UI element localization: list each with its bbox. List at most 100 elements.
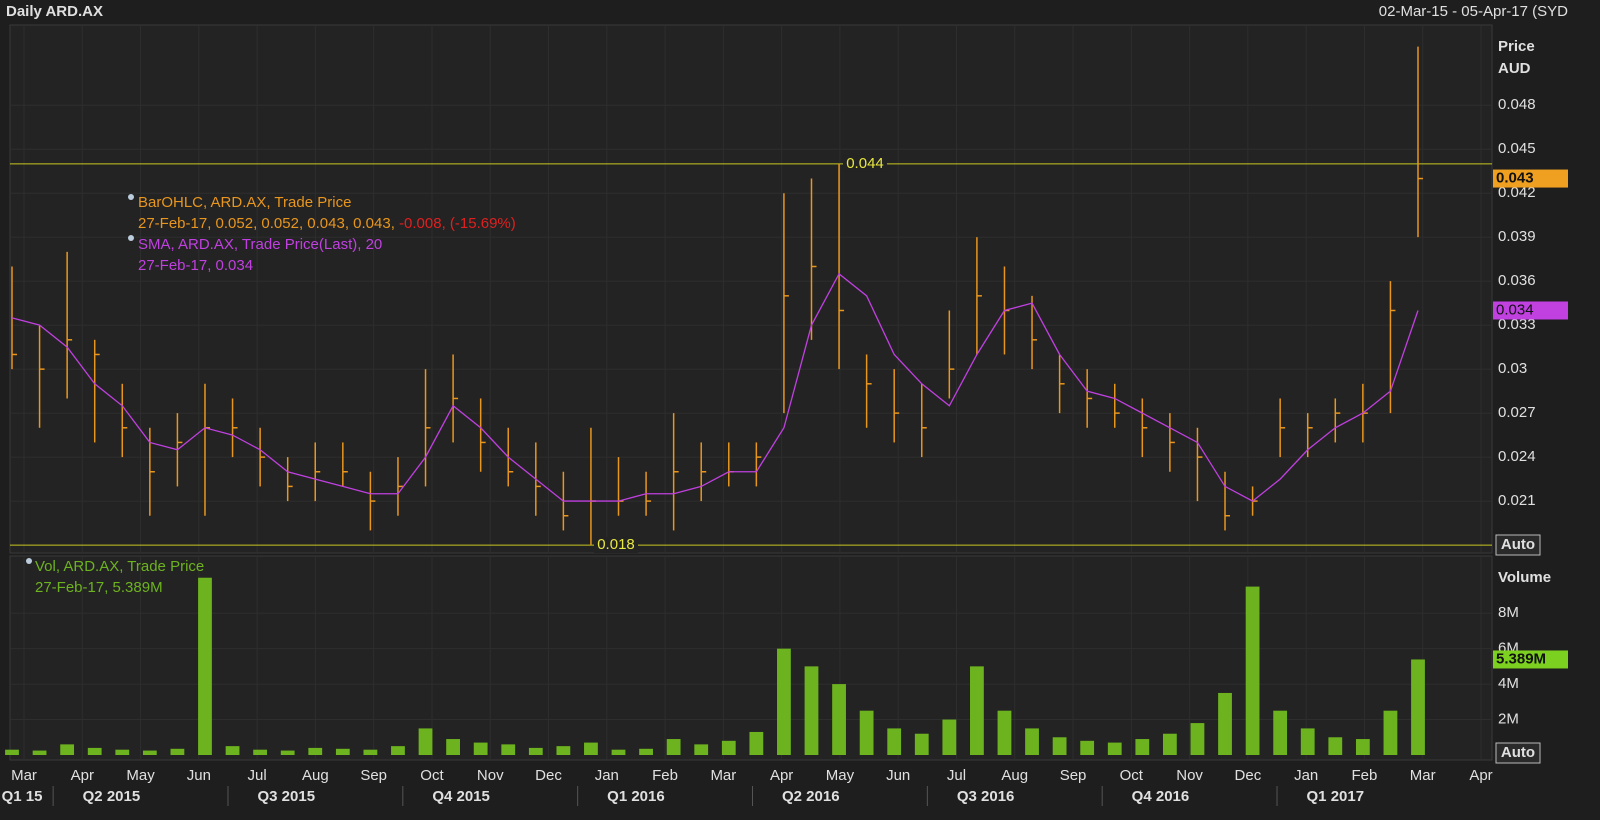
volume-bar: [887, 728, 902, 755]
x-tick-label: Feb: [652, 767, 678, 784]
y-tick-label: 0.042: [1498, 184, 1536, 201]
volume-bar: [391, 746, 405, 755]
ohlc-change: -0.008, (-15.69%): [399, 215, 516, 232]
button-frame[interactable]: [1495, 534, 1541, 556]
volume-bar: [253, 749, 268, 755]
quarter-label: Q2 2016: [782, 788, 840, 805]
volume-bar: [914, 733, 929, 755]
y-tick-label: 8M: [1498, 604, 1519, 621]
last-volume: 5.389M: [1496, 650, 1546, 667]
x-tick-label: Jan: [1294, 767, 1318, 784]
volume-bar: [611, 749, 626, 755]
legend-values: 27-Feb-17, 0.052, 0.052, 0.043, 0.043, -…: [138, 215, 516, 232]
volume-bar: [694, 744, 709, 755]
quarter-label: Q4 2015: [432, 788, 490, 805]
last-sma: 0.034: [1496, 301, 1534, 318]
volume-bar: [32, 750, 47, 755]
volume-bar: [970, 666, 984, 755]
x-tick-label: Jan: [595, 767, 619, 784]
volume-bar: [666, 739, 681, 755]
volume-bar: [5, 749, 19, 755]
volume-bar: [1355, 739, 1370, 755]
volume-bar: [280, 750, 295, 755]
volume-bar: [1383, 710, 1398, 755]
volume-panel: [9, 555, 1493, 761]
x-tick-label: Jul: [947, 767, 966, 784]
x-tick-label: Nov: [1176, 767, 1203, 784]
volume-bar: [1080, 740, 1095, 755]
x-tick-label: Jun: [886, 767, 910, 784]
button-label[interactable]: Auto: [1501, 744, 1535, 761]
x-tick-label: Aug: [302, 767, 329, 784]
legend-label: SMA, ARD.AX, Trade Price(Last), 20: [138, 236, 382, 253]
volume-bar: [60, 744, 75, 755]
volume-bar: [1328, 737, 1343, 755]
quarter-label: Q3 2015: [257, 788, 315, 805]
volume-bar: [225, 746, 240, 755]
y-tick-label: 4M: [1498, 675, 1519, 692]
volume-bar: [1052, 737, 1067, 755]
legend-icon[interactable]: [128, 194, 134, 200]
sma-line: [11, 272, 1419, 502]
last-price: 0.043: [1496, 170, 1534, 187]
volume-bar: [749, 731, 764, 755]
y-tick-label: 0.024: [1498, 448, 1536, 465]
volume-bar: [1245, 586, 1260, 755]
x-tick-label: Mar: [710, 767, 736, 784]
y-tick-label: 0.033: [1498, 316, 1536, 333]
volume-bar: [1411, 659, 1425, 755]
volume-bar: [418, 728, 433, 755]
x-tick-label: Sep: [360, 767, 387, 784]
legend-icon[interactable]: [26, 558, 32, 564]
volume-bar: [198, 577, 212, 755]
button-frame[interactable]: [1495, 742, 1541, 764]
legend-label: Vol, ARD.AX, Trade Price: [35, 558, 204, 575]
line-label-bg: [594, 537, 638, 554]
auto-button[interactable]: Auto: [1495, 742, 1541, 764]
quarter-label: Q1 15: [2, 788, 43, 805]
volume-bar: [1300, 728, 1315, 755]
x-tick-label: Apr: [770, 767, 793, 784]
volume-bar: [1162, 733, 1177, 755]
y-tick-label: 2M: [1498, 711, 1519, 728]
x-tick-label: Apr: [1469, 767, 1492, 784]
legend-icon[interactable]: [128, 235, 134, 241]
auto-button[interactable]: Auto: [1495, 534, 1541, 556]
x-tick-label: Jul: [248, 767, 267, 784]
volume-bar: [1218, 692, 1232, 755]
volume-bar: [556, 746, 571, 755]
price-panel: [9, 24, 1493, 554]
volume-bar: [1190, 723, 1205, 755]
y-tick-label: 0.048: [1498, 96, 1536, 113]
y-tick-label: 0.039: [1498, 228, 1536, 245]
x-tick-label: Aug: [1001, 767, 1028, 784]
y-tick-label: 0.03: [1498, 360, 1527, 377]
x-tick-label: Dec: [1235, 767, 1262, 784]
x-tick-label: May: [826, 767, 855, 784]
x-tick-label: Dec: [535, 767, 562, 784]
volume-bar: [859, 710, 874, 755]
axis-unit: AUD: [1498, 60, 1531, 77]
volume-bar: [528, 747, 543, 755]
volume-bar: [777, 648, 791, 755]
volume-bar: [721, 740, 736, 755]
line-label-bg: [843, 155, 887, 172]
volume-bar: [142, 750, 157, 755]
quarter-label: Q3 2016: [957, 788, 1015, 805]
date-range: 02-Mar-15 - 05-Apr-17 (SYD: [1379, 3, 1568, 20]
volume-bar: [1107, 742, 1122, 755]
quarter-label: Q2 2015: [83, 788, 141, 805]
button-label[interactable]: Auto: [1501, 536, 1535, 553]
volume-bar: [832, 684, 846, 755]
volume-bar: [1025, 728, 1039, 755]
x-tick-label: Oct: [420, 767, 444, 784]
legend: BarOHLC, ARD.AX, Trade Price 27-Feb-17, …: [26, 194, 516, 596]
volume-bar: [115, 749, 130, 755]
volume-bar: [1273, 710, 1288, 755]
x-tick-label: Mar: [11, 767, 37, 784]
legend-label: BarOHLC, ARD.AX, Trade Price: [138, 194, 351, 211]
x-tick-label: Jun: [187, 767, 211, 784]
last-sma-box: [1493, 301, 1568, 320]
x-tick-label: Feb: [1352, 767, 1378, 784]
chart-title: Daily ARD.AX: [6, 3, 103, 20]
